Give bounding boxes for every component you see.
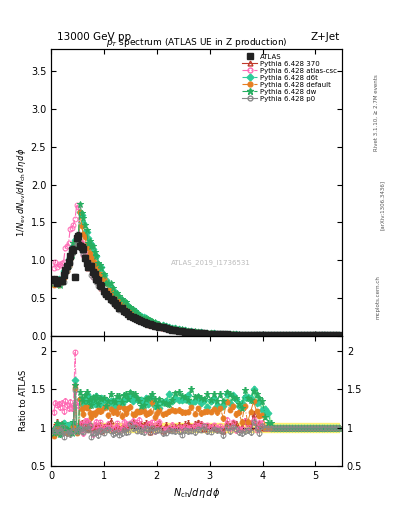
Legend: ATLAS, Pythia 6.428 370, Pythia 6.428 atlas-csc, Pythia 6.428 d6t, Pythia 6.428 : ATLAS, Pythia 6.428 370, Pythia 6.428 at… (241, 52, 338, 103)
Text: mcplots.cern.ch: mcplots.cern.ch (376, 275, 380, 319)
X-axis label: $N_\mathrm{ch}/d\eta\,d\phi$: $N_\mathrm{ch}/d\eta\,d\phi$ (173, 486, 220, 500)
Text: 13000 GeV pp: 13000 GeV pp (57, 32, 131, 42)
Title: $p_T$ spectrum (ATLAS UE in Z production): $p_T$ spectrum (ATLAS UE in Z production… (106, 36, 287, 49)
Text: Z+Jet: Z+Jet (311, 32, 340, 42)
Text: Rivet 3.1.10, ≥ 2.7M events: Rivet 3.1.10, ≥ 2.7M events (374, 74, 379, 151)
Y-axis label: Ratio to ATLAS: Ratio to ATLAS (19, 370, 28, 431)
Text: ATLAS_2019_I1736531: ATLAS_2019_I1736531 (171, 259, 251, 266)
Y-axis label: $1/N_\mathrm{ev}\,dN_\mathrm{ev}/dN_\mathrm{ch}\,d\eta\,d\phi$: $1/N_\mathrm{ev}\,dN_\mathrm{ev}/dN_\mat… (15, 147, 28, 237)
Text: [arXiv:1306.3436]: [arXiv:1306.3436] (380, 180, 384, 230)
